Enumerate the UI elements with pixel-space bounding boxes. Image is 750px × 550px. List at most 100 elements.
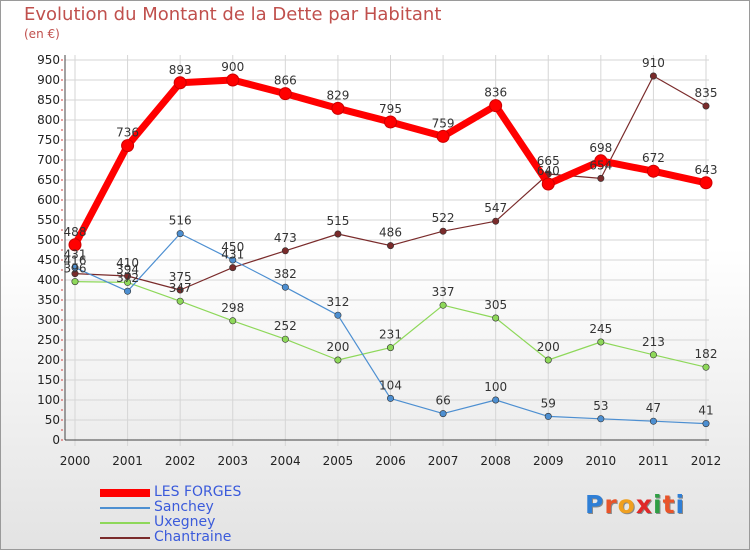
data-label: 200 — [537, 340, 560, 354]
legend-item: Uxegney — [100, 515, 241, 530]
legend-swatch — [100, 521, 150, 524]
y-tick-label: 450 — [37, 253, 60, 267]
data-point — [492, 314, 500, 322]
data-label: 736 — [116, 126, 139, 140]
data-point — [597, 338, 605, 346]
x-tick-label: 2007 — [428, 454, 459, 468]
data-label: 431 — [64, 248, 87, 262]
data-point — [281, 247, 289, 255]
legend-item: Sanchey — [100, 500, 241, 515]
data-label: 59 — [541, 396, 556, 410]
data-point — [176, 297, 184, 305]
y-tick-label: 900 — [37, 73, 60, 87]
data-label: 547 — [484, 201, 507, 215]
data-point — [699, 176, 713, 190]
data-label: 835 — [695, 86, 718, 100]
data-label: 66 — [435, 394, 450, 408]
y-tick-label: 850 — [37, 93, 60, 107]
y-tick-label: 500 — [37, 233, 60, 247]
chart-subtitle: (en €) — [24, 27, 60, 41]
data-point — [71, 278, 79, 286]
y-tick-label: 50 — [45, 413, 60, 427]
data-label: 410 — [116, 256, 139, 270]
x-tick-label: 2012 — [691, 454, 722, 468]
x-tick-label: 2006 — [375, 454, 406, 468]
data-label: 829 — [326, 88, 349, 102]
data-point — [229, 317, 237, 325]
data-point — [702, 420, 710, 428]
data-label: 252 — [274, 319, 297, 333]
data-label: 347 — [169, 281, 192, 295]
x-tick-label: 2010 — [586, 454, 617, 468]
legend-swatch — [100, 488, 150, 497]
data-label: 665 — [537, 154, 560, 168]
data-point — [71, 264, 79, 272]
data-label: 213 — [642, 335, 665, 349]
data-point — [544, 356, 552, 364]
legend-item: LES FORGES — [100, 485, 241, 500]
data-label: 47 — [646, 401, 661, 415]
data-point — [229, 264, 237, 272]
data-point — [597, 174, 605, 182]
data-point — [334, 311, 342, 319]
x-tick-label: 2005 — [323, 454, 354, 468]
data-point — [124, 278, 132, 286]
y-tick-label: 650 — [37, 173, 60, 187]
data-point — [124, 287, 132, 295]
data-point — [594, 154, 608, 168]
data-point — [278, 87, 292, 101]
data-labels: 488 736 893 900 866 829 795 759 836 640 698 672 643 4… — [64, 56, 718, 418]
x-tick-label: 2003 — [217, 454, 248, 468]
logo-letter: i — [675, 490, 686, 519]
y-tick-label: 100 — [37, 393, 60, 407]
logo-letter: t — [662, 490, 676, 519]
data-label: 53 — [593, 399, 608, 413]
x-tick-label: 2001 — [112, 454, 143, 468]
data-label: 396 — [64, 262, 87, 276]
data-point — [229, 256, 237, 264]
data-point — [386, 344, 394, 352]
chart-title: Evolution du Montant de la Dette par Hab… — [24, 4, 442, 25]
logo-letter: r — [604, 490, 618, 519]
y-tick-label: 350 — [37, 293, 60, 307]
y-tick-label: 550 — [37, 213, 60, 227]
x-tick-label: 2009 — [533, 454, 564, 468]
proxiti-logo: Proxiti — [585, 490, 685, 519]
logo-letter: P — [585, 490, 605, 519]
axes — [61, 55, 709, 441]
y-tick-label: 700 — [37, 153, 60, 167]
data-point — [226, 73, 240, 87]
data-point — [597, 415, 605, 423]
data-point — [649, 72, 657, 80]
data-point — [646, 164, 660, 178]
x-tick-label: 2008 — [480, 454, 511, 468]
y-tick-label: 400 — [37, 273, 60, 287]
y-tick-label: 150 — [37, 373, 60, 387]
data-point — [541, 177, 555, 191]
data-label: 836 — [484, 86, 507, 100]
data-label: 515 — [326, 214, 349, 228]
y-tick-label: 250 — [37, 333, 60, 347]
data-point — [121, 139, 135, 153]
data-point — [489, 99, 503, 113]
x-tick-label: 2002 — [165, 454, 196, 468]
legend-item: Chantraine — [100, 530, 241, 545]
data-label: 488 — [64, 225, 87, 239]
data-label: 337 — [432, 285, 455, 299]
data-point — [334, 356, 342, 364]
data-point — [173, 76, 187, 90]
data-label: 698 — [589, 141, 612, 155]
data-label: 486 — [379, 226, 402, 240]
legend-label: Sanchey — [154, 499, 214, 515]
y-tick-label: 200 — [37, 353, 60, 367]
data-label: 245 — [589, 322, 612, 336]
data-point — [649, 417, 657, 425]
data-point — [649, 351, 657, 359]
data-label: 104 — [379, 378, 402, 392]
data-label: 522 — [432, 211, 455, 225]
data-label: 298 — [221, 301, 244, 315]
data-label: 305 — [484, 298, 507, 312]
data-point — [702, 363, 710, 371]
data-point — [386, 394, 394, 402]
data-point — [68, 238, 82, 252]
